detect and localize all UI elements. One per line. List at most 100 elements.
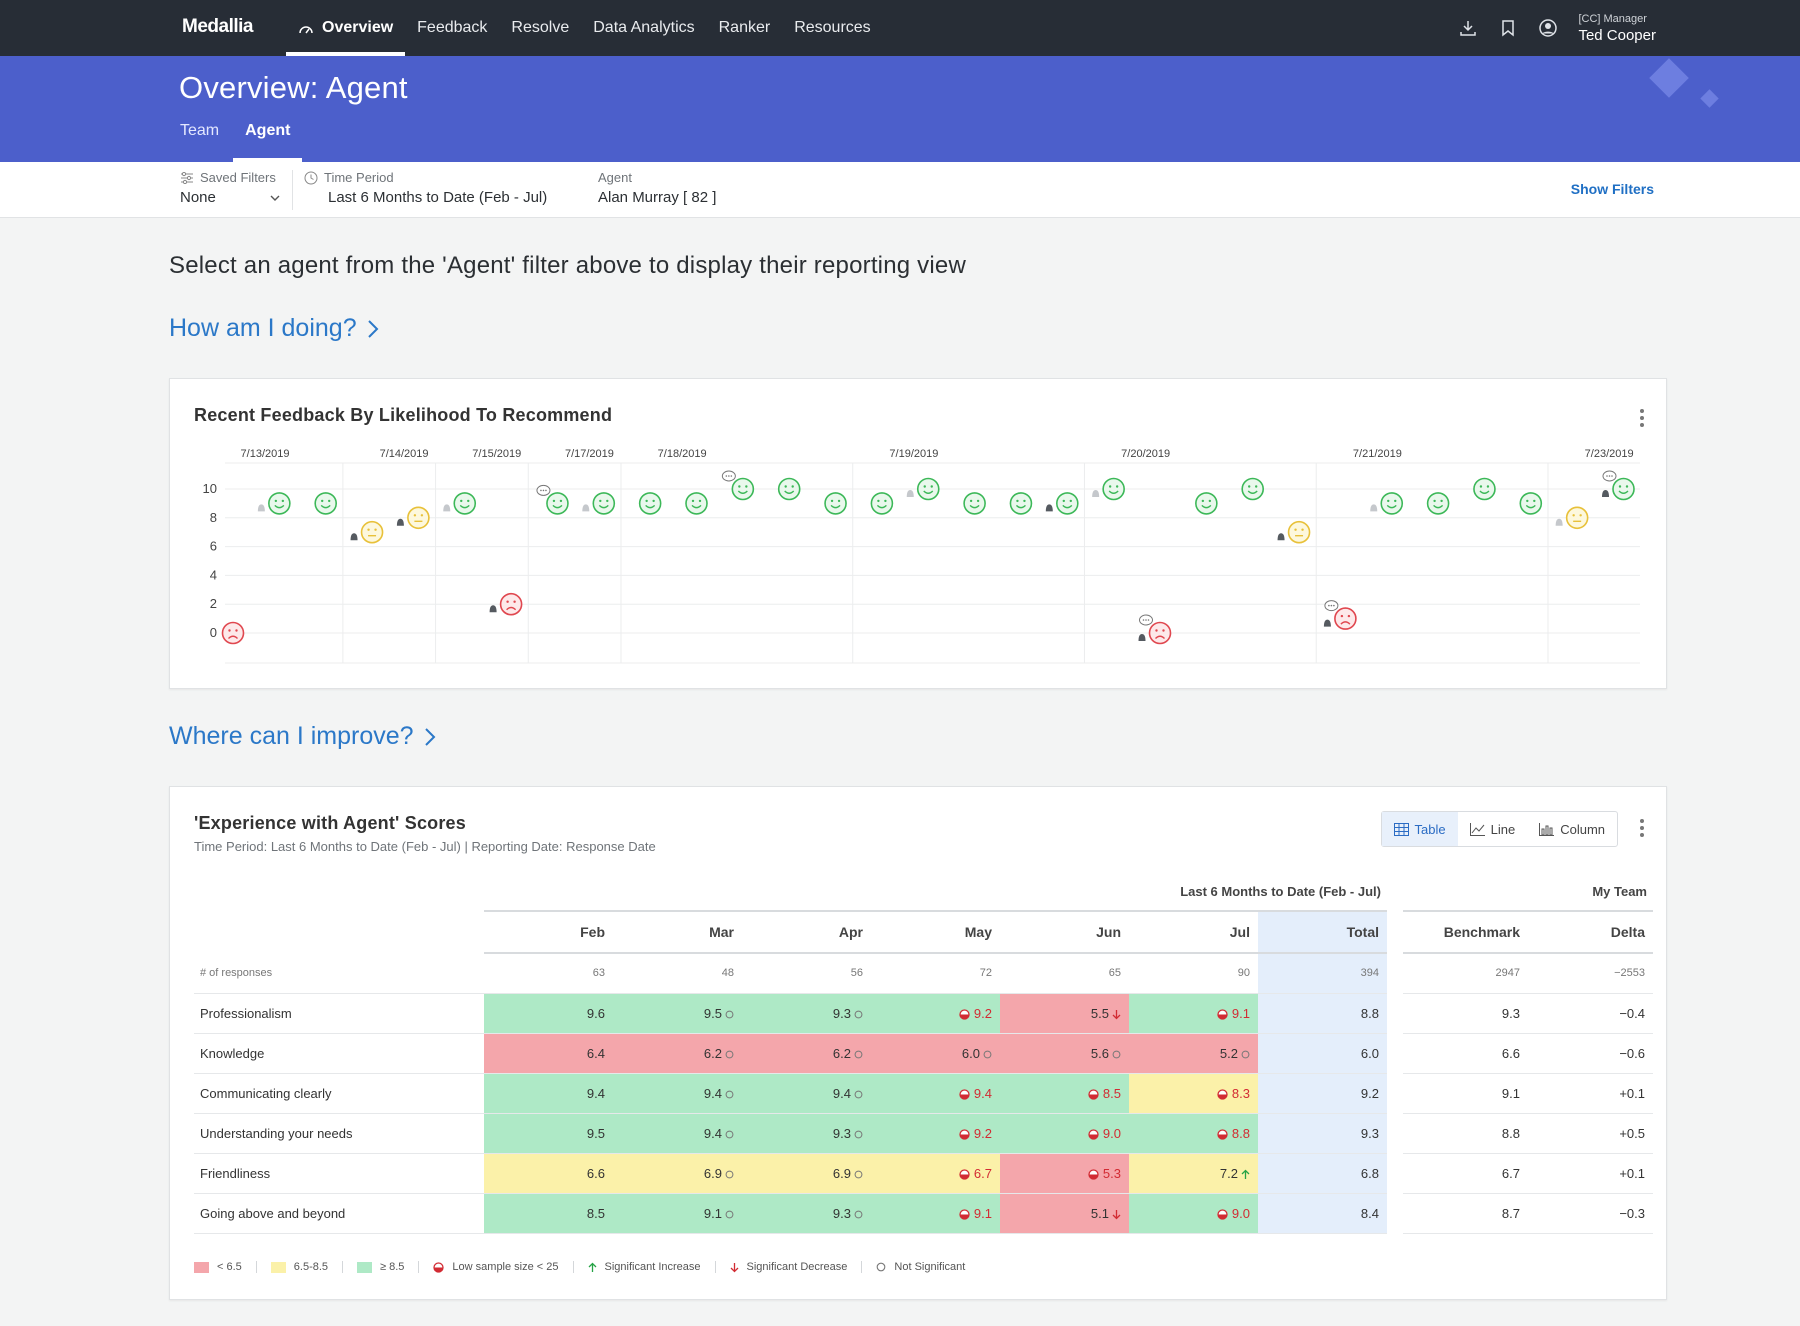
score-cell[interactable]: 9.0 (1000, 1113, 1129, 1154)
column-header-benchmark[interactable]: Benchmark (1403, 910, 1528, 954)
feedback-point-positive[interactable] (1195, 492, 1218, 515)
column-header-delta[interactable]: Delta (1528, 910, 1653, 954)
column-header-jun[interactable]: Jun (1000, 910, 1129, 954)
score-cell[interactable]: 9.4 (484, 1073, 613, 1114)
feedback-point-positive[interactable] (1009, 492, 1033, 515)
score-cell[interactable]: 6.2 (613, 1033, 742, 1074)
score-cell[interactable]: 9.3 (742, 993, 871, 1034)
column-header-apr[interactable]: Apr (742, 910, 871, 954)
column-view-button[interactable]: Column (1527, 812, 1617, 846)
feedback-point-positive[interactable] (1045, 492, 1079, 515)
feedback-point-neutral[interactable] (1555, 506, 1589, 530)
feedback-point-negative[interactable] (489, 592, 523, 616)
score-cell[interactable]: 9.3 (742, 1113, 871, 1154)
user-menu[interactable]: [CC] Manager Ted Cooper (1578, 13, 1656, 43)
score-cell[interactable]: 9.5 (484, 1113, 613, 1154)
feedback-point-positive[interactable] (1092, 477, 1125, 501)
table-view-button[interactable]: Table (1381, 812, 1458, 846)
score-cell[interactable]: 9.1 (871, 1193, 1000, 1234)
feedback-point-positive[interactable] (257, 492, 291, 515)
score-cell[interactable]: 6.2 (742, 1033, 871, 1074)
nav-item-resolve[interactable]: Resolve (499, 0, 581, 56)
where-can-i-improve-link[interactable]: Where can I improve? (169, 722, 436, 751)
user-avatar-icon[interactable] (1528, 0, 1568, 56)
score-cell[interactable]: 6.4 (484, 1033, 613, 1074)
feedback-point-positive[interactable] (870, 492, 894, 515)
feedback-point-neutral[interactable] (1277, 520, 1311, 544)
column-header-may[interactable]: May (871, 910, 1000, 954)
feedback-point-positive[interactable] (1241, 477, 1264, 501)
nav-item-ranker[interactable]: Ranker (707, 0, 783, 56)
feedback-point-positive[interactable] (638, 492, 662, 515)
feedback-point-positive[interactable] (1370, 492, 1404, 515)
score-cell[interactable]: 5.1 (1000, 1193, 1129, 1234)
score-cell[interactable]: 7.2 (1129, 1153, 1258, 1194)
feedback-point-positive[interactable] (443, 492, 477, 515)
score-cell[interactable]: 6.7 (871, 1153, 1000, 1194)
score-cell[interactable]: 8.5 (484, 1193, 613, 1234)
score-cell[interactable]: 8.3 (1129, 1073, 1258, 1114)
feedback-point-positive[interactable] (685, 492, 708, 515)
feedback-point-positive[interactable] (1519, 492, 1543, 515)
score-cell[interactable]: 9.4 (742, 1073, 871, 1114)
nav-item-overview[interactable]: Overview (286, 0, 406, 56)
download-icon[interactable] (1448, 0, 1488, 56)
score-cell[interactable]: 9.4 (871, 1073, 1000, 1114)
score-cell[interactable]: 6.6 (484, 1153, 613, 1194)
score-cell[interactable]: 6.9 (613, 1153, 742, 1194)
score-cell[interactable]: 9.5 (613, 993, 742, 1034)
score-cell[interactable]: 5.3 (1000, 1153, 1129, 1194)
feedback-point-positive[interactable] (1602, 470, 1635, 501)
nav-item-resources[interactable]: Resources (782, 0, 882, 56)
feedback-point-negative[interactable] (1323, 600, 1357, 630)
line-view-button[interactable]: Line (1458, 812, 1528, 846)
show-filters-button[interactable]: Show Filters (1570, 181, 1654, 197)
feedback-point-neutral[interactable] (396, 506, 430, 530)
score-cell[interactable]: 8.8 (1129, 1113, 1258, 1154)
agent-filter[interactable]: Agent Alan Murray [ 82 ] (598, 170, 716, 206)
score-cell[interactable]: 8.5 (1000, 1073, 1129, 1114)
score-cell[interactable]: 5.5 (1000, 993, 1129, 1034)
score-cell[interactable]: 9.4 (613, 1113, 742, 1154)
column-header-total[interactable]: Total (1258, 910, 1387, 954)
score-cell[interactable]: 9.2 (871, 993, 1000, 1034)
feedback-point-negative[interactable] (1138, 614, 1172, 645)
score-cell[interactable]: 6.0 (871, 1033, 1000, 1074)
feedback-point-positive[interactable] (906, 477, 940, 501)
tab-team[interactable]: Team (180, 122, 220, 139)
score-cell[interactable]: 9.2 (871, 1113, 1000, 1154)
score-cell[interactable]: 5.2 (1129, 1033, 1258, 1074)
feedback-point-positive[interactable] (1473, 477, 1496, 501)
feedback-point-negative[interactable] (221, 621, 245, 645)
saved-filters-dropdown[interactable]: Saved Filters None (180, 170, 280, 206)
column-header-jul[interactable]: Jul (1129, 910, 1258, 954)
column-header-mar[interactable]: Mar (613, 910, 742, 954)
feedback-point-positive[interactable] (582, 492, 616, 515)
feedback-point-positive[interactable] (777, 477, 801, 501)
tab-agent[interactable]: Agent (233, 122, 303, 162)
score-cell[interactable]: 9.1 (1129, 993, 1258, 1034)
feedback-point-positive[interactable] (314, 492, 337, 515)
more-options-icon[interactable] (1640, 409, 1644, 430)
feedback-point-neutral[interactable] (350, 520, 384, 544)
feedback-point-positive[interactable] (1426, 492, 1450, 515)
feedback-point-positive[interactable] (536, 484, 569, 515)
feedback-point-positive[interactable] (721, 470, 755, 501)
medallia-logo[interactable]: Medallia (182, 16, 253, 37)
more-options-icon[interactable] (1640, 819, 1644, 840)
score-cell[interactable]: 9.6 (484, 993, 613, 1034)
how-am-i-doing-link[interactable]: How am I doing? (169, 314, 379, 343)
bookmark-icon[interactable] (1488, 0, 1528, 56)
feedback-point-positive[interactable] (824, 492, 847, 515)
nav-item-feedback[interactable]: Feedback (405, 0, 499, 56)
score-cell[interactable]: 5.6 (1000, 1033, 1129, 1074)
time-period-filter[interactable]: Time Period Last 6 Months to Date (Feb -… (304, 170, 547, 206)
score-cell[interactable]: 9.3 (742, 1193, 871, 1234)
feedback-point-positive[interactable] (963, 492, 986, 515)
score-cell[interactable]: 9.0 (1129, 1193, 1258, 1234)
score-cell[interactable]: 9.4 (613, 1073, 742, 1114)
column-header-feb[interactable]: Feb (484, 910, 613, 954)
score-cell[interactable]: 9.1 (613, 1193, 742, 1234)
nav-item-data-analytics[interactable]: Data Analytics (581, 0, 706, 56)
score-cell[interactable]: 6.9 (742, 1153, 871, 1194)
